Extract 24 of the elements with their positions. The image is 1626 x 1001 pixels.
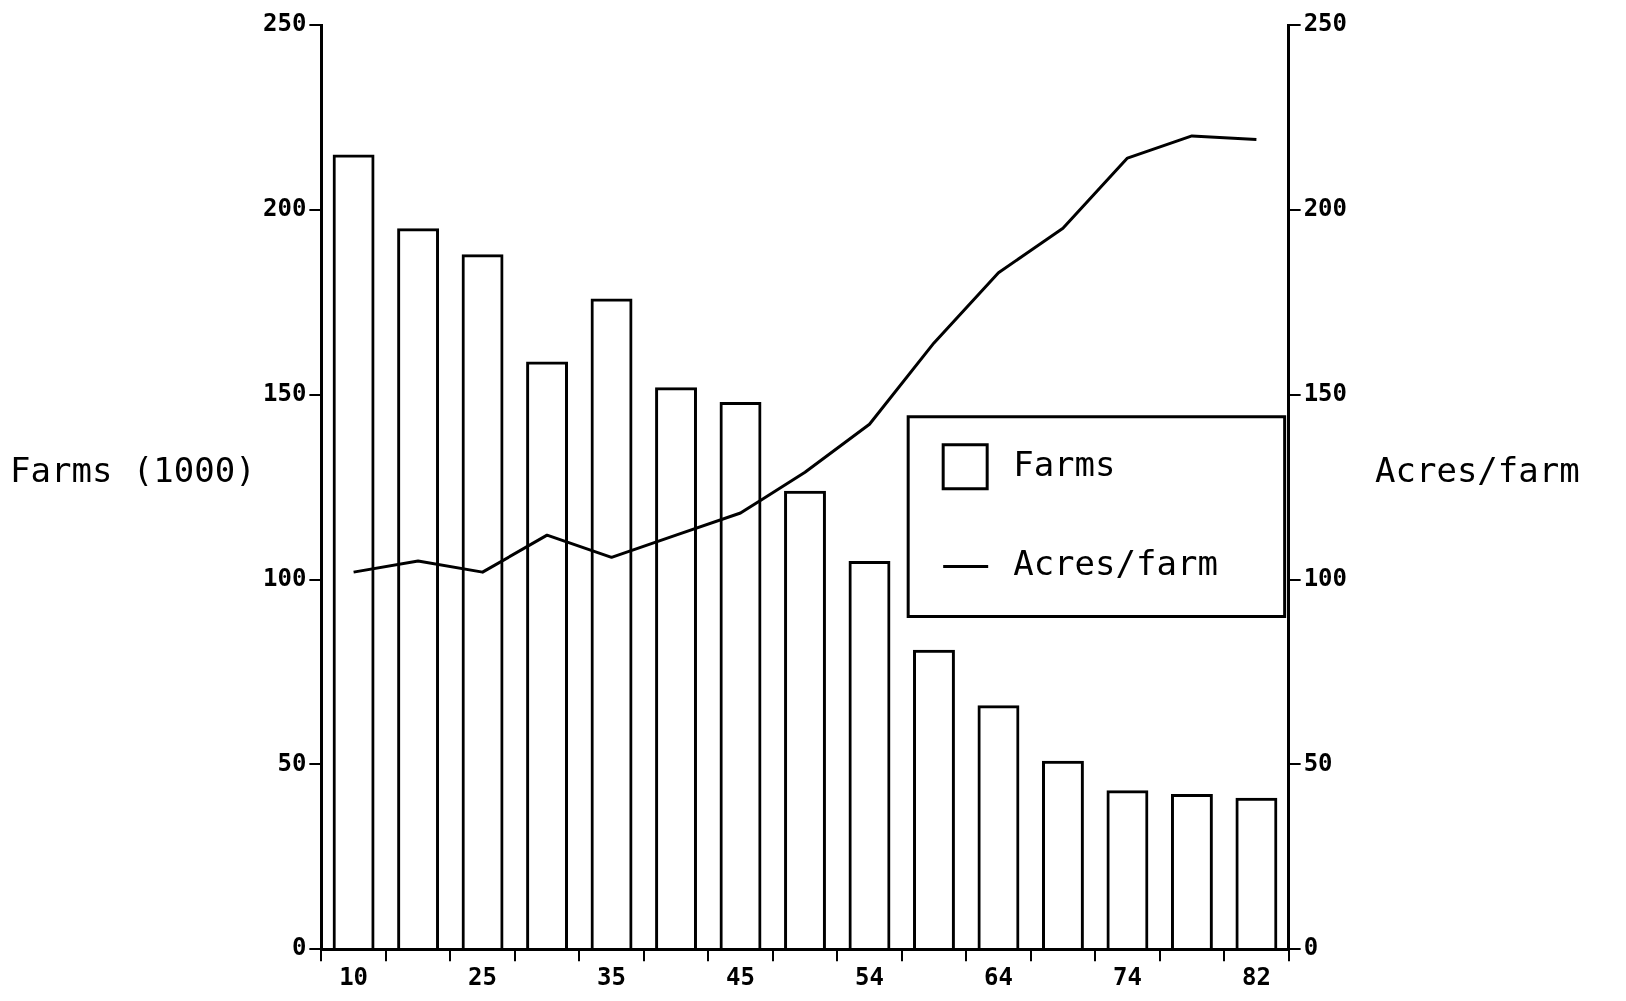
x-tick-label: 25 bbox=[468, 962, 498, 991]
x-tick-label: 10 bbox=[339, 962, 369, 991]
x-tick-label: 74 bbox=[1112, 962, 1142, 991]
y-axis-title: Farms (1000) bbox=[10, 450, 256, 490]
x-tick-label: 35 bbox=[597, 962, 626, 991]
x-tick-label: 45 bbox=[726, 962, 755, 991]
y2-axis-title: Acres/farm bbox=[1375, 450, 1580, 490]
legend-label: Farms bbox=[1013, 443, 1116, 484]
legend-label: Acres/farm bbox=[1013, 543, 1218, 584]
y-tick-label: 0 bbox=[291, 933, 307, 962]
y2-tick-label: 200 bbox=[1303, 194, 1348, 223]
y-tick-label: 100 bbox=[262, 563, 307, 592]
y-tick-label: 250 bbox=[262, 9, 307, 38]
y2-tick-label: 100 bbox=[1303, 563, 1348, 592]
y2-tick-label: 150 bbox=[1303, 378, 1348, 407]
y-tick-label: 50 bbox=[277, 748, 307, 777]
y-tick-label: 150 bbox=[262, 378, 307, 407]
x-tick-label: 82 bbox=[1241, 962, 1271, 991]
y2-tick-label: 0 bbox=[1303, 933, 1319, 962]
x-tick-label: 54 bbox=[855, 962, 884, 991]
y-tick-label: 200 bbox=[262, 194, 307, 223]
x-tick-label: 64 bbox=[984, 962, 1013, 991]
y2-tick-label: 50 bbox=[1303, 748, 1333, 777]
y2-tick-label: 250 bbox=[1303, 9, 1348, 38]
